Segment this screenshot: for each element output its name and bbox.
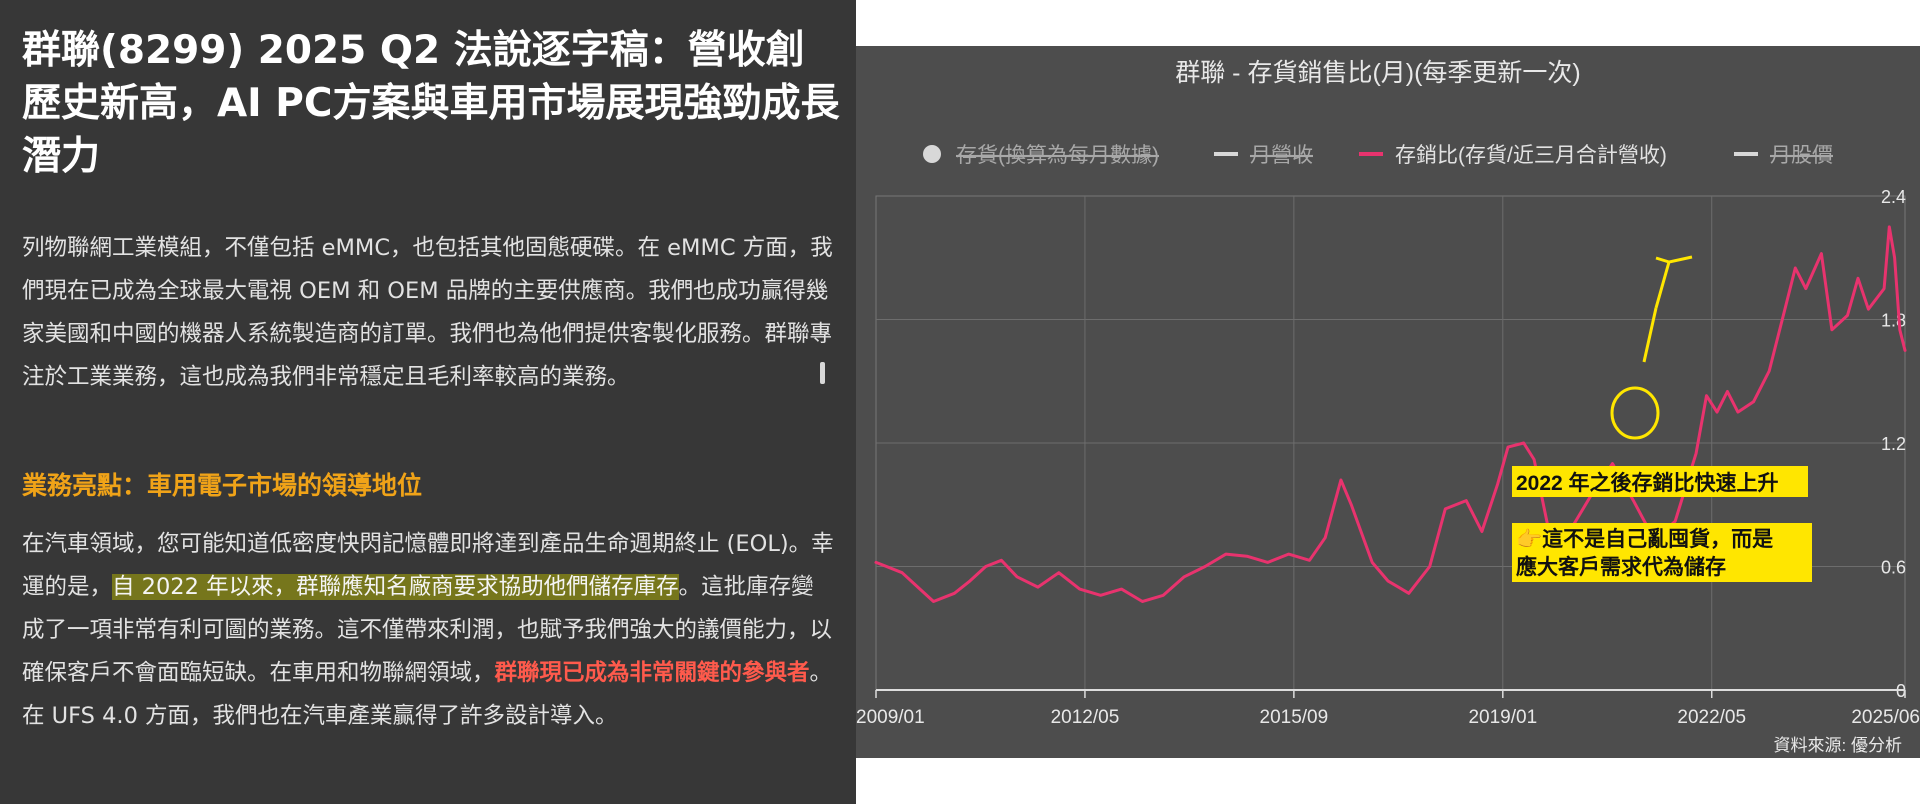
- annotation-box: [1512, 466, 1808, 497]
- series-line-inventory-sales-ratio: [874, 225, 1907, 603]
- legend-item-monthly-price[interactable]: 月股價: [1734, 144, 1833, 167]
- article-panel: 群聯(8299) 2025 Q2 法說逐字稿：營收創歷史新高，AI PC方案與車…: [0, 0, 856, 804]
- legend-item-inventory-sales-ratio[interactable]: 存銷比(存貨/近三月合計營收): [1359, 144, 1667, 167]
- line-marker-icon: [1734, 152, 1758, 156]
- annotation-text: 2022 年之後存銷比快速上升: [1516, 471, 1779, 495]
- x-tick-label: 2019/01: [1468, 707, 1537, 728]
- y-tick-label: 2.4: [1881, 187, 1906, 207]
- circle-marker-icon: [923, 145, 941, 163]
- annotations: 2022 年之後存銷比快速上升 👉這不是自己亂囤貨，而是 應大客戶需求代為儲存: [1512, 255, 1812, 582]
- article-paragraph: 在汽車領域，您可能知道低密度快閃記憶體即將達到產品生命週期終止 (EOL)。幸運…: [22, 523, 834, 738]
- section-heading: 業務亮點：車用電子市場的領導地位: [22, 471, 423, 500]
- emphasized-text: 群聯現已成為非常關鍵的參與者: [494, 660, 810, 686]
- x-tick-label: 2025/06: [1851, 707, 1920, 728]
- article-title: 群聯(8299) 2025 Q2 法說逐字稿：營收創歷史新高，AI PC方案與車…: [22, 28, 840, 179]
- chart-title: 群聯 - 存貨銷售比(月)(每季更新一次): [1175, 59, 1581, 87]
- highlighted-text: 自 2022 年以來，群聯應知名廠商要求協助他們儲存庫存: [112, 574, 679, 600]
- annotation-box: [1512, 523, 1812, 582]
- chart-background: [856, 46, 1920, 758]
- article-paragraph: 列物聯網工業模組，不僅包括 eMMC，也包括其他固態硬碟。在 eMMC 方面，我…: [22, 235, 833, 390]
- paragraph-text: 。這批庫存變成了一項非常有利可圖的業務。這不僅帶來利潤，也賦予我們強大的議價能力…: [22, 574, 833, 686]
- annotation-text: 👉這不是自己亂囤貨，而是: [1516, 527, 1773, 551]
- trend-arrow-line: [1642, 307, 1658, 363]
- highlight-circle: [1610, 386, 1660, 440]
- x-tick-label: 2009/01: [856, 707, 925, 728]
- legend-item-monthly-revenue[interactable]: 月營收: [1214, 144, 1313, 167]
- legend-label: 月股價: [1770, 144, 1833, 167]
- legend-label: 存銷比(存貨/近三月合計營收): [1395, 144, 1667, 167]
- grid: [876, 196, 1905, 690]
- series-layer: [874, 225, 1907, 603]
- data-source: 資料來源: 優分析: [1774, 736, 1902, 755]
- annotation-text: 應大客戶需求代為儲存: [1516, 555, 1726, 579]
- x-tick-label: 2012/05: [1051, 707, 1120, 728]
- line-marker-icon: [1359, 152, 1383, 156]
- x-axis: 2009/01 2012/05 2015/09 2019/01 2022/05 2025/…: [856, 689, 1920, 728]
- paragraph-text: 在汽車領域，您可能知道低密度快閃記憶體即將達到產品生命週期終止 (EOL)。幸運…: [22, 531, 834, 600]
- y-tick-label: 1.2: [1881, 434, 1906, 454]
- inventory-sales-ratio-chart: 群聯 - 存貨銷售比(月)(每季更新一次) 存貨(換算為每月數據) 月營收 存銷…: [856, 46, 1920, 758]
- trend-arrow-icon: [1654, 255, 1693, 309]
- legend-item-inventory[interactable]: 存貨(換算為每月數據): [923, 144, 1159, 167]
- y-tick-label: 1.8: [1881, 311, 1906, 331]
- line-marker-icon: [1214, 152, 1238, 156]
- x-tick-label: 2015/09: [1260, 707, 1329, 728]
- paragraph-text: 。在 UFS 4.0 方面，我們也在汽車產業贏得了許多設計導入。: [22, 660, 833, 729]
- scrollbar-thumb[interactable]: [820, 362, 825, 384]
- legend-label: 月營收: [1250, 144, 1313, 167]
- x-tick-label: 2022/05: [1677, 707, 1746, 728]
- legend-label: 存貨(換算為每月數據): [956, 144, 1159, 167]
- chart-legend: 存貨(換算為每月數據) 月營收 存銷比(存貨/近三月合計營收) 月股價: [923, 144, 1833, 167]
- chart-panel: 群聯 - 存貨銷售比(月)(每季更新一次) 存貨(換算為每月數據) 月營收 存銷…: [856, 0, 1920, 804]
- trend-arrow-line: [1655, 256, 1670, 264]
- y-tick-label: 0.6: [1881, 558, 1906, 578]
